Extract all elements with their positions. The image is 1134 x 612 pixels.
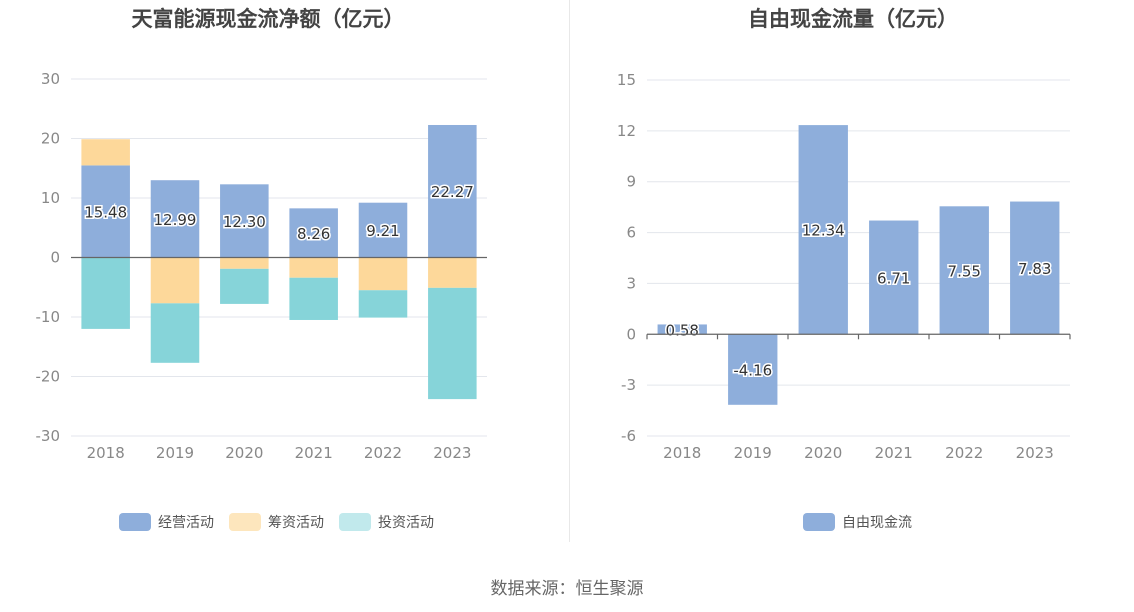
data-label: -4.16 [733, 362, 772, 380]
data-label: 7.55 [948, 262, 981, 280]
bar-2022-s2 [358, 290, 408, 318]
y-tick-label: -6 [621, 427, 636, 445]
y-tick-label: -3 [621, 376, 636, 394]
y-tick-label: 9 [626, 173, 636, 191]
data-label: 7.83 [1018, 260, 1051, 278]
legend-item[interactable]: 筹资活动 [229, 513, 324, 531]
bar-2021-s0 [289, 208, 338, 258]
data-label: 6.71 [877, 269, 910, 287]
y-tick-label: 10 [41, 189, 60, 207]
cash-flow-net-chart: 天富能源现金流净额（亿元） -30 -20 -10 0 10 20 30 2018 2019 202… [36, 7, 487, 531]
bar-2021-s0 [869, 220, 919, 335]
bar-2020-s0 [798, 125, 848, 335]
data-label: 12.34 [802, 222, 845, 240]
legend-swatch [803, 513, 835, 531]
data-source-note: 数据来源：恒生聚源 [490, 579, 644, 599]
data-labels: 0.58 -4.16 12.34 6.71 7.55 7.83 [664, 220, 1053, 381]
legend-item[interactable]: 自由现金流 [803, 513, 912, 531]
legend-swatch [339, 513, 371, 531]
legend-label: 筹资活动 [268, 514, 324, 531]
y-tick-label: -20 [36, 368, 61, 386]
x-tick-label: 2020 [804, 444, 842, 462]
bar-2021-s2 [289, 277, 338, 320]
bar-2019-s1 [150, 257, 200, 304]
x-tick-label: 2022 [945, 444, 983, 462]
x-tick-label: 2019 [734, 444, 772, 462]
y-tick-label: -30 [36, 427, 61, 445]
legend-swatch [229, 513, 261, 531]
bar-2019-s0 [728, 334, 778, 405]
x-tick-label: 2018 [663, 444, 701, 462]
legend-label: 投资活动 [378, 515, 434, 531]
legend: 自由现金流 [803, 513, 912, 531]
y-tick-label: 20 [41, 130, 60, 148]
bars [81, 124, 477, 400]
data-label: 9.21 [366, 222, 399, 240]
x-tick-label: 2022 [364, 444, 402, 462]
y-tick-label: -10 [36, 308, 61, 326]
bar-2018-s0 [657, 324, 707, 335]
legend-label: 自由现金流 [842, 515, 912, 531]
bar-2022-s0 [939, 206, 989, 335]
legend-item[interactable]: 经营活动 [119, 513, 214, 531]
chart-title: 天富能源现金流净额（亿元） [132, 7, 405, 31]
chart-title: 自由现金流量（亿元） [748, 7, 958, 31]
bar-2018-s2 [81, 257, 130, 329]
bar-2022-s1 [358, 257, 408, 291]
panel-divider [569, 0, 570, 542]
x-tick-label: 2018 [87, 444, 125, 462]
y-tick-label: 3 [626, 274, 636, 292]
bars [657, 125, 1060, 405]
bar-2018-s0 [81, 165, 130, 258]
bar-2023-s0 [428, 124, 477, 258]
y-tick-label: 12 [617, 122, 636, 140]
free-cash-flow-chart: 自由现金流量（亿元） -6 -3 0 3 6 9 12 15 2018 2019 2020 2021 20… [617, 7, 1071, 531]
legend: 经营活动 筹资活动 投资活动 [119, 513, 434, 531]
y-tick-label: 0 [626, 325, 636, 343]
legend-label: 经营活动 [158, 515, 214, 531]
data-label: 15.48 [84, 203, 127, 221]
legend-swatch [119, 513, 151, 531]
data-label: 0.58 [666, 321, 699, 339]
data-labels: 15.48 12.99 12.30 8.26 9.21 22.27 [83, 182, 476, 245]
bar-2020-s0 [220, 184, 269, 258]
x-tick-label: 2021 [295, 444, 333, 462]
x-tick-label: 2019 [156, 444, 194, 462]
bar-2021-s1 [289, 257, 338, 278]
bar-2022-s0 [358, 202, 408, 258]
legend-item[interactable]: 投资活动 [339, 513, 434, 531]
y-tick-label: 6 [626, 224, 636, 242]
bar-2020-s1 [220, 257, 269, 269]
x-tick-label: 2020 [225, 444, 263, 462]
x-tick-label: 2023 [433, 444, 471, 462]
x-tick-label: 2021 [875, 444, 913, 462]
bar-2020-s2 [220, 268, 269, 304]
y-tick-label: 0 [50, 249, 60, 267]
bar-2019-s2 [150, 303, 200, 363]
data-label: 22.27 [431, 183, 474, 201]
x-tick-label: 2023 [1016, 444, 1054, 462]
y-tick-label: 15 [617, 71, 636, 89]
bar-2018-s1 [81, 139, 130, 166]
data-label: 8.26 [297, 225, 330, 243]
bar-2023-s2 [428, 287, 477, 400]
bar-2023-s1 [428, 257, 477, 288]
bar-2023-s0 [1010, 201, 1060, 335]
data-label: 12.30 [223, 213, 266, 231]
data-label: 12.99 [154, 211, 197, 229]
y-tick-label: 30 [41, 70, 60, 88]
bar-2019-s0 [150, 180, 200, 258]
